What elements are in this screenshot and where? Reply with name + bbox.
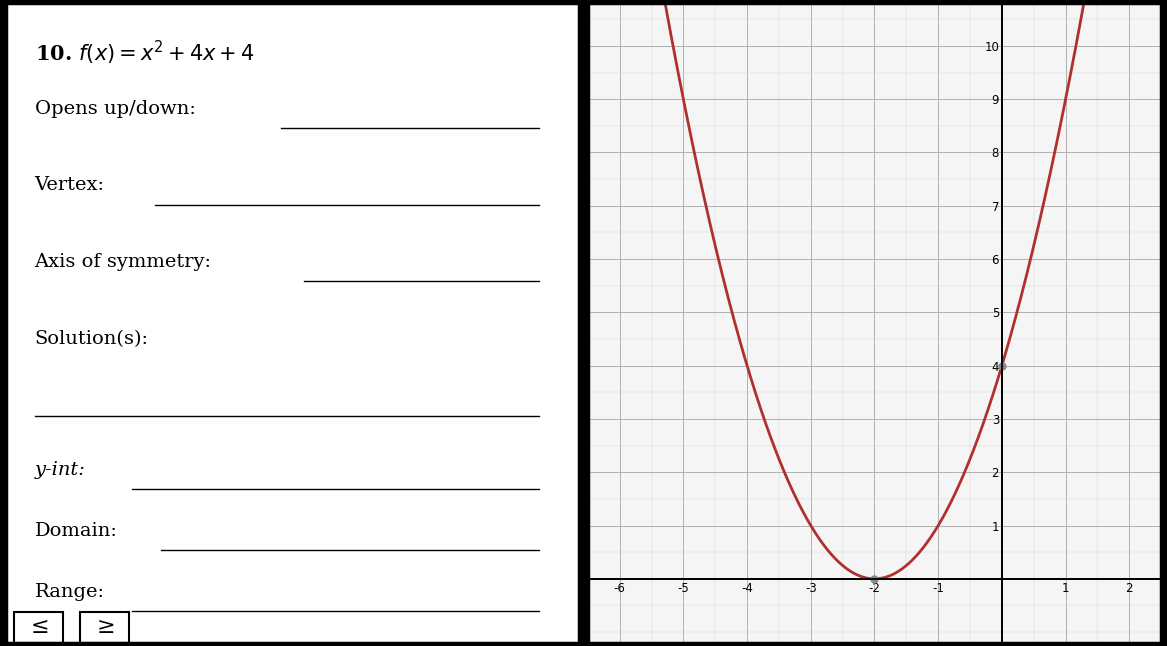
Text: Solution(s):: Solution(s):: [35, 330, 148, 348]
Text: Axis of symmetry:: Axis of symmetry:: [35, 253, 211, 271]
Text: 10. $f(x) = x^2 + 4x + 4$: 10. $f(x) = x^2 + 4x + 4$: [35, 38, 254, 67]
FancyBboxPatch shape: [14, 612, 63, 643]
Text: ≤: ≤: [30, 616, 49, 638]
Text: Vertex:: Vertex:: [35, 176, 105, 194]
Text: Opens up/down:: Opens up/down:: [35, 99, 195, 118]
Text: Range:: Range:: [35, 583, 105, 601]
Text: Domain:: Domain:: [35, 522, 118, 540]
Text: ≥: ≥: [97, 616, 116, 638]
Text: y-int:: y-int:: [35, 461, 85, 479]
Title: 10. $f(x) = x^2 + 4x + 4$: 10. $f(x) = x^2 + 4x + 4$: [757, 0, 991, 1]
FancyBboxPatch shape: [81, 612, 130, 643]
